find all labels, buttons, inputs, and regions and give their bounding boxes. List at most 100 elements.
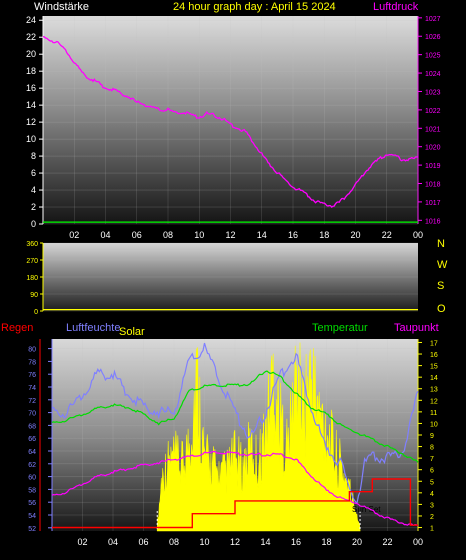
- pressure-panel: 0246810121416182022241016101710181019102…: [26, 15, 441, 240]
- y-tick-label: 8: [31, 151, 36, 161]
- x-tick-label: 10: [199, 537, 209, 547]
- x-tick-label: 06: [138, 537, 148, 547]
- x-tick-label: 16: [291, 537, 301, 547]
- x-tick-label: 06: [132, 230, 142, 240]
- right-tick-label: 17: [430, 340, 438, 347]
- dewpoint-line: [51, 450, 419, 527]
- y-tick-label: 12: [26, 117, 36, 127]
- right-tick-label: 1: [430, 526, 434, 533]
- right-tick-label: 2: [430, 514, 434, 521]
- right-tick-label: 6: [430, 468, 434, 475]
- y-tick-label: 52: [28, 526, 36, 533]
- x-tick-label: 14: [257, 230, 267, 240]
- x-tick-label: 02: [69, 230, 79, 240]
- legend-regen: Regen: [1, 322, 33, 334]
- right-tick-label: 1022: [425, 108, 441, 115]
- y-tick-label: 20: [26, 49, 36, 59]
- y-tick-label: 66: [28, 436, 36, 443]
- right-tick-label: 14: [430, 375, 438, 382]
- y-tick-label: 10: [26, 134, 36, 144]
- right-tick-label: 1023: [425, 89, 441, 96]
- wind-axis-title: Windstärke: [34, 1, 89, 13]
- right-tick-label: 1016: [425, 218, 441, 225]
- x-tick-label: 20: [352, 537, 362, 547]
- right-tick-label: 12: [430, 398, 438, 405]
- y-tick-label: 60: [28, 475, 36, 482]
- right-tick-label: 1024: [425, 71, 441, 78]
- y-tick-label: 6: [31, 168, 36, 178]
- sun-marker-label: Sun Set: [352, 505, 381, 514]
- y-tick-label: 76: [28, 372, 36, 379]
- y-tick-label: 18: [26, 66, 36, 76]
- right-tick-label: 1026: [425, 34, 441, 41]
- solar-area: [156, 342, 361, 532]
- y-tick-label: 4: [31, 185, 36, 195]
- direction-label: N: [437, 238, 445, 250]
- right-tick-label: 1025: [425, 53, 441, 60]
- y-tick-label: 14: [26, 100, 36, 110]
- rain-line: [52, 478, 418, 529]
- y-tick-label: 70: [28, 411, 36, 418]
- right-tick-label: 11: [430, 410, 437, 417]
- right-tick-label: 1017: [425, 200, 441, 207]
- y-tick-label: 80: [28, 347, 36, 354]
- right-tick-label: 7: [430, 456, 434, 463]
- right-tick-label: 13: [430, 387, 438, 394]
- right-tick-label: 4: [430, 491, 434, 498]
- right-tick-label: 1021: [425, 126, 441, 133]
- right-tick-label: 1027: [425, 16, 441, 23]
- x-tick-label: 16: [288, 230, 298, 240]
- right-tick-label: 1018: [425, 182, 441, 189]
- y-tick-label: 180: [26, 275, 38, 282]
- x-tick-label: 12: [230, 537, 240, 547]
- y-tick-label: 2: [31, 202, 36, 212]
- graph-title: 24 hour graph day : April 15 2024: [173, 1, 336, 13]
- x-tick-label: 08: [169, 537, 179, 547]
- direction-label: O: [437, 303, 446, 315]
- right-tick-label: 10: [430, 421, 438, 428]
- x-tick-label: 18: [321, 537, 331, 547]
- legend-solar: Solar: [119, 326, 145, 338]
- pressure-axis-title: Luftdruck: [373, 1, 419, 13]
- right-tick-label: 8: [430, 445, 434, 452]
- x-tick-label: 02: [77, 537, 87, 547]
- y-tick-label: 68: [28, 423, 36, 430]
- y-tick-label: 22: [26, 32, 36, 42]
- y-tick-label: 54: [28, 513, 36, 520]
- climate-panel: 5254565860626466687072747678801234567891…: [28, 339, 438, 547]
- x-tick-label: 18: [319, 230, 329, 240]
- y-tick-label: 56: [28, 500, 36, 507]
- x-tick-label: 04: [108, 537, 118, 547]
- pressure-plot-area: [43, 16, 418, 224]
- right-tick-label: 1020: [425, 145, 441, 152]
- y-tick-label: 360: [26, 241, 38, 248]
- temperature-line: [51, 370, 419, 463]
- y-tick-label: 0: [31, 219, 36, 229]
- y-tick-label: 270: [26, 258, 38, 265]
- x-tick-label: 04: [100, 230, 110, 240]
- x-tick-label: 12: [225, 230, 235, 240]
- y-tick-label: 74: [28, 385, 36, 392]
- right-tick-label: 15: [430, 364, 438, 371]
- y-tick-label: 58: [28, 487, 36, 494]
- right-tick-label: 1019: [425, 163, 441, 170]
- legend-luftfeuchte: Luftfeuchte: [66, 322, 120, 334]
- x-tick-label: 22: [382, 230, 392, 240]
- x-tick-label: 20: [350, 230, 360, 240]
- x-tick-label: 00: [413, 537, 423, 547]
- x-tick-label: 00: [413, 230, 423, 240]
- x-tick-label: 22: [382, 537, 392, 547]
- y-tick-label: 16: [26, 83, 36, 93]
- x-tick-label: 10: [194, 230, 204, 240]
- y-tick-label: 62: [28, 462, 36, 469]
- x-tick-label: 08: [163, 230, 173, 240]
- y-tick-label: 24: [26, 15, 36, 25]
- y-tick-label: 72: [28, 398, 36, 405]
- right-tick-label: 5: [430, 479, 434, 486]
- direction-label: W: [437, 259, 448, 271]
- pressure-line: [42, 36, 419, 208]
- x-tick-label: 14: [260, 537, 270, 547]
